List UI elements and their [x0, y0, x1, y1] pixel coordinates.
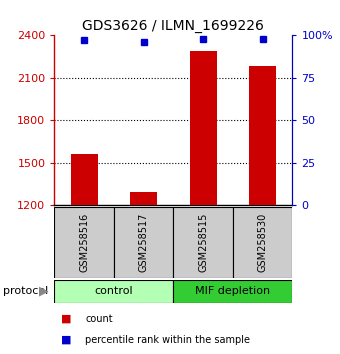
Text: MIF depletion: MIF depletion	[195, 286, 270, 296]
Text: GSM258517: GSM258517	[139, 213, 149, 272]
Text: GSM258516: GSM258516	[79, 213, 89, 272]
Text: count: count	[85, 314, 113, 324]
Text: GSM258530: GSM258530	[258, 213, 268, 272]
Bar	[190, 51, 217, 205]
Text: protocol: protocol	[3, 286, 49, 296]
Text: ■: ■	[61, 335, 72, 345]
Bar	[233, 207, 292, 278]
Bar	[114, 207, 173, 278]
Title: GDS3626 / ILMN_1699226: GDS3626 / ILMN_1699226	[83, 19, 264, 33]
Bar	[71, 154, 98, 205]
Text: GSM258515: GSM258515	[198, 213, 208, 272]
Bar	[130, 192, 157, 205]
Bar	[173, 207, 233, 278]
Bar	[173, 280, 292, 303]
Text: ■: ■	[61, 314, 72, 324]
Bar	[249, 66, 276, 205]
Bar	[54, 207, 114, 278]
Text: percentile rank within the sample: percentile rank within the sample	[85, 335, 250, 345]
Text: ▶: ▶	[39, 285, 49, 298]
Bar	[54, 280, 173, 303]
Text: control: control	[95, 286, 133, 296]
